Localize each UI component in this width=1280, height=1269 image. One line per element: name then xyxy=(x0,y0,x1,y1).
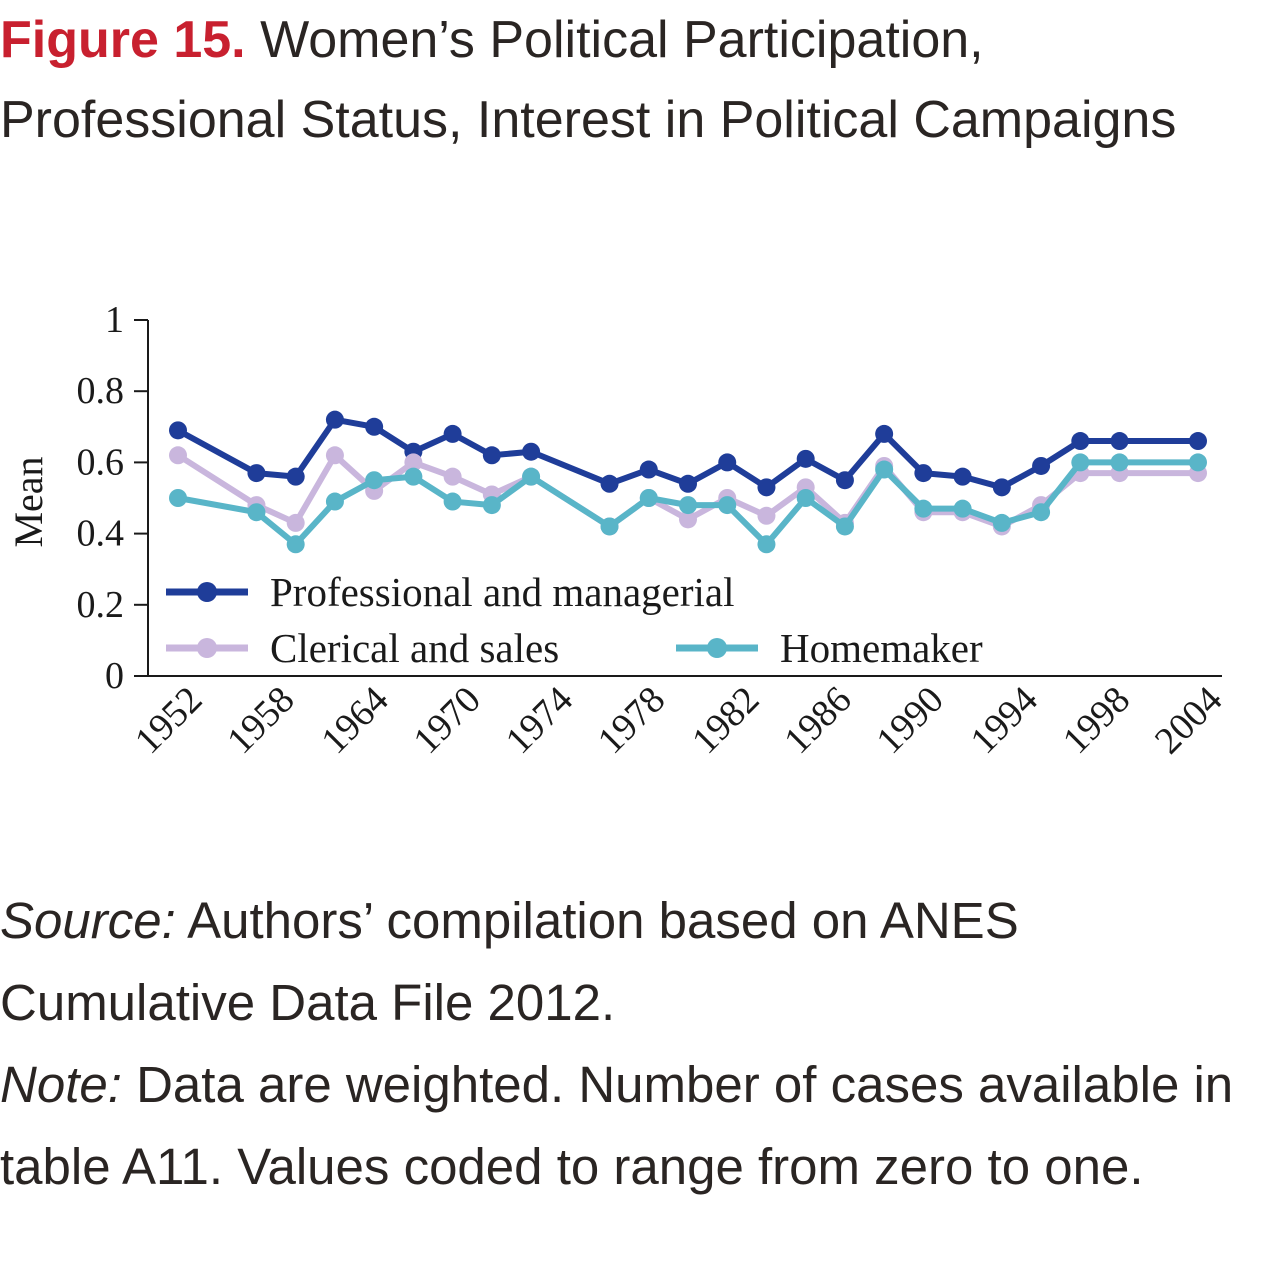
data-point xyxy=(247,464,266,483)
data-point xyxy=(443,467,462,486)
legend-swatch-marker xyxy=(197,582,217,602)
legend-label: Clerical and sales xyxy=(270,625,559,671)
data-point xyxy=(482,496,501,515)
data-point xyxy=(286,467,305,486)
x-tick-label: 1974 xyxy=(498,679,581,762)
data-point xyxy=(286,535,305,554)
chart-legend: Professional and managerial Clerical and … xyxy=(166,569,983,671)
data-point xyxy=(796,449,815,468)
figure-label: Figure 15. xyxy=(0,11,246,69)
data-point xyxy=(404,453,423,472)
x-tick-label: 1970 xyxy=(405,679,488,762)
y-tick-label: 0.8 xyxy=(77,370,125,412)
data-point xyxy=(443,492,462,511)
legend-item: Clerical and sales xyxy=(166,625,559,671)
data-point xyxy=(835,517,854,536)
legend-label: Homemaker xyxy=(780,625,983,671)
data-point xyxy=(679,496,697,515)
legend-item: Homemaker xyxy=(676,625,983,671)
x-tick-label: 1952 xyxy=(127,679,210,762)
x-tick-label: 1964 xyxy=(313,679,396,762)
x-tick-label: 1982 xyxy=(684,679,767,762)
data-point xyxy=(1110,453,1129,472)
data-point xyxy=(1071,432,1090,451)
data-point xyxy=(835,471,854,490)
y-axis-title: Mean xyxy=(6,456,51,547)
x-tick-label: 1998 xyxy=(1055,679,1138,762)
data-point xyxy=(600,517,619,536)
data-point xyxy=(679,510,697,529)
data-point xyxy=(1032,503,1051,522)
source-text: Authors’ compilation based on ANES Cumul… xyxy=(0,892,1019,1031)
legend-swatch-marker xyxy=(197,638,217,658)
data-point xyxy=(992,513,1011,532)
data-point xyxy=(718,496,737,515)
data-point xyxy=(1032,456,1051,475)
data-point xyxy=(1189,432,1207,451)
note-label: Note: xyxy=(0,1056,122,1113)
source-label: Source: xyxy=(0,892,176,949)
data-point xyxy=(169,446,187,465)
data-point xyxy=(169,489,187,507)
note-text: Data are weighted. Number of cases avail… xyxy=(0,1056,1234,1195)
chart-series xyxy=(169,410,1207,554)
data-point xyxy=(992,478,1011,497)
data-point xyxy=(639,460,658,479)
figure-caption: Figure 15. Women’s Political Participati… xyxy=(0,0,1280,160)
data-point xyxy=(1110,432,1129,451)
data-point xyxy=(953,499,972,518)
y-tick-label: 0.2 xyxy=(77,584,125,626)
data-point xyxy=(914,464,933,483)
data-point xyxy=(522,467,541,486)
y-tick-label: 0.4 xyxy=(77,513,125,555)
figure-notes: Source: Authors’ compilation based on AN… xyxy=(0,880,1280,1208)
data-point xyxy=(1071,453,1090,472)
data-point xyxy=(365,417,384,436)
data-point xyxy=(325,410,344,429)
figure-title: Women’s Political Participation, Profess… xyxy=(0,11,1177,149)
data-point xyxy=(953,467,972,486)
data-point xyxy=(247,503,266,522)
data-point xyxy=(600,474,619,493)
legend-label: Professional and managerial xyxy=(270,569,735,615)
series-homemaker xyxy=(169,453,1207,554)
y-tick-label: 0 xyxy=(105,655,124,697)
data-point xyxy=(757,478,776,497)
data-point xyxy=(1189,453,1207,472)
data-point xyxy=(286,513,305,532)
data-point xyxy=(875,460,894,479)
x-tick-label: 1978 xyxy=(590,679,673,762)
data-point xyxy=(365,471,384,490)
legend-item: Professional and managerial xyxy=(166,569,735,615)
data-point xyxy=(169,421,187,440)
data-point xyxy=(404,467,423,486)
legend-swatch-marker xyxy=(707,638,727,658)
data-point xyxy=(875,424,894,443)
x-tick-label: 1994 xyxy=(963,679,1046,762)
data-point xyxy=(482,446,501,465)
y-tick-label: 1 xyxy=(105,299,124,341)
data-point xyxy=(522,442,541,461)
x-tick-label: 2004 xyxy=(1147,679,1230,762)
y-tick-label: 0.6 xyxy=(77,441,125,483)
source-note: Source: Authors’ compilation based on AN… xyxy=(0,880,1280,1044)
data-point xyxy=(757,506,776,525)
data-note: Note: Data are weighted. Number of cases… xyxy=(0,1044,1280,1208)
data-point xyxy=(443,424,462,443)
data-point xyxy=(718,453,737,472)
data-point xyxy=(757,535,776,554)
data-point xyxy=(914,499,933,518)
data-point xyxy=(325,446,344,465)
data-point xyxy=(679,474,697,493)
x-tick-label: 1958 xyxy=(219,679,302,762)
data-point xyxy=(325,492,344,511)
series-professional-and-managerial xyxy=(169,410,1207,497)
data-point xyxy=(796,489,815,507)
x-tick-label: 1986 xyxy=(776,679,859,762)
x-tick-label: 1990 xyxy=(868,679,951,762)
data-point xyxy=(639,489,658,507)
